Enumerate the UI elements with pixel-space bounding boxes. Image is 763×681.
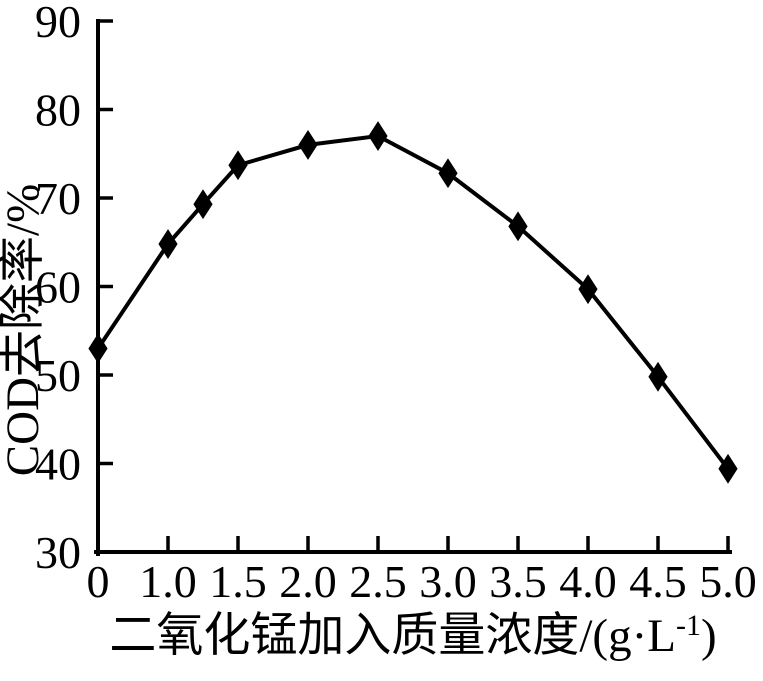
y-tick-label: 90 xyxy=(35,0,81,47)
x-tick-label: 3.5 xyxy=(489,556,547,607)
x-tick-label: 1.0 xyxy=(139,556,197,607)
data-point-marker xyxy=(228,150,248,181)
axes: 30 40 50 60 70 80 90 0 1.0 1.5 2.0 2.5 3.0 3.5 4.0 4.5 5… xyxy=(35,0,757,607)
data-series xyxy=(88,121,738,484)
data-point-marker xyxy=(438,158,458,189)
x-axis-title: 二氧化锰加入质量浓度/(g·L-1) xyxy=(109,609,716,662)
y-tick-label: 50 xyxy=(35,350,81,401)
data-point-marker xyxy=(718,453,738,484)
x-tick-label: 4.0 xyxy=(559,556,617,607)
data-point-marker xyxy=(368,121,388,151)
data-point-marker xyxy=(158,229,178,259)
x-tick-label: 4.5 xyxy=(629,556,687,607)
x-tick-label: 2.0 xyxy=(279,556,337,607)
y-tick-label: 40 xyxy=(35,439,81,490)
data-point-marker xyxy=(88,333,108,364)
x-tick-label: 3.0 xyxy=(419,556,477,607)
x-axis-title-superscript: -1 xyxy=(676,609,701,642)
data-point-marker xyxy=(298,129,318,160)
y-tick-label: 30 xyxy=(35,527,81,578)
data-point-marker xyxy=(578,274,598,305)
data-line xyxy=(96,133,730,471)
y-tick-label: 80 xyxy=(35,85,81,136)
data-point-marker xyxy=(648,361,668,392)
data-point-marker xyxy=(508,211,528,242)
x-axis-title-text: 二氧化锰加入质量浓度/(g·L xyxy=(109,610,676,662)
x-tick-label: 1.5 xyxy=(209,556,267,607)
y-axis-title: COD去除率/% xyxy=(0,184,49,476)
data-point-marker xyxy=(193,189,213,220)
x-axis-title-close: ) xyxy=(701,610,717,662)
y-tick-label: 60 xyxy=(35,262,81,313)
x-tick-label: 5.0 xyxy=(699,556,757,607)
x-tick-label: 2.5 xyxy=(349,556,407,607)
y-tick-label: 70 xyxy=(35,173,81,224)
x-tick-label: 0 xyxy=(87,556,110,607)
